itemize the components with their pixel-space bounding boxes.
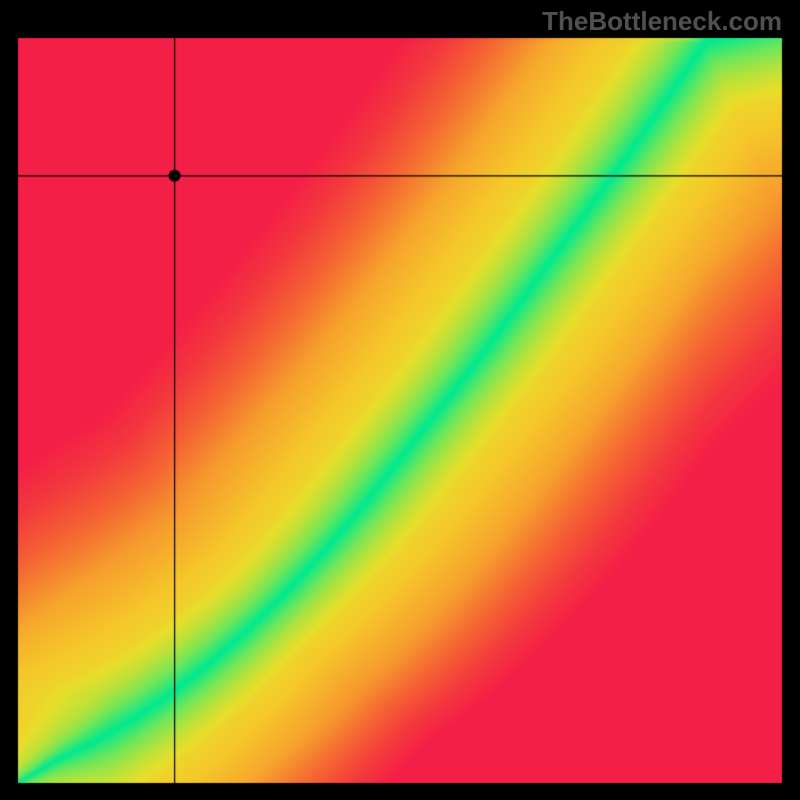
bottleneck-heatmap (0, 0, 800, 800)
watermark-text: TheBottleneck.com (542, 6, 782, 37)
